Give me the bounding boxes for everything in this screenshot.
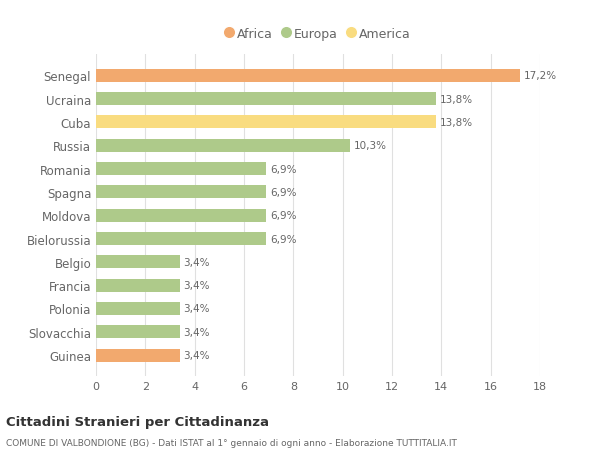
Bar xyxy=(96,302,180,315)
Text: COMUNE DI VALBONDIONE (BG) - Dati ISTAT al 1° gennaio di ogni anno - Elaborazion: COMUNE DI VALBONDIONE (BG) - Dati ISTAT … xyxy=(6,438,457,448)
Bar xyxy=(96,279,180,292)
Bar xyxy=(96,163,266,176)
Bar xyxy=(96,233,266,246)
Text: 6,9%: 6,9% xyxy=(270,211,296,221)
Legend: Africa, Europa, America: Africa, Europa, America xyxy=(220,23,416,46)
Text: 10,3%: 10,3% xyxy=(354,141,387,151)
Text: 3,4%: 3,4% xyxy=(184,327,210,337)
Bar xyxy=(96,140,350,152)
Text: 6,9%: 6,9% xyxy=(270,187,296,197)
Bar xyxy=(96,93,436,106)
Text: 3,4%: 3,4% xyxy=(184,257,210,267)
Bar xyxy=(96,349,180,362)
Text: Cittadini Stranieri per Cittadinanza: Cittadini Stranieri per Cittadinanza xyxy=(6,415,269,428)
Text: 3,4%: 3,4% xyxy=(184,304,210,314)
Text: 13,8%: 13,8% xyxy=(440,95,473,104)
Text: 3,4%: 3,4% xyxy=(184,280,210,291)
Text: 6,9%: 6,9% xyxy=(270,164,296,174)
Bar xyxy=(96,186,266,199)
Bar xyxy=(96,209,266,222)
Text: 6,9%: 6,9% xyxy=(270,234,296,244)
Text: 13,8%: 13,8% xyxy=(440,118,473,128)
Bar xyxy=(96,116,436,129)
Bar xyxy=(96,256,180,269)
Text: 3,4%: 3,4% xyxy=(184,350,210,360)
Text: 17,2%: 17,2% xyxy=(524,71,557,81)
Bar xyxy=(96,70,520,83)
Bar xyxy=(96,326,180,338)
